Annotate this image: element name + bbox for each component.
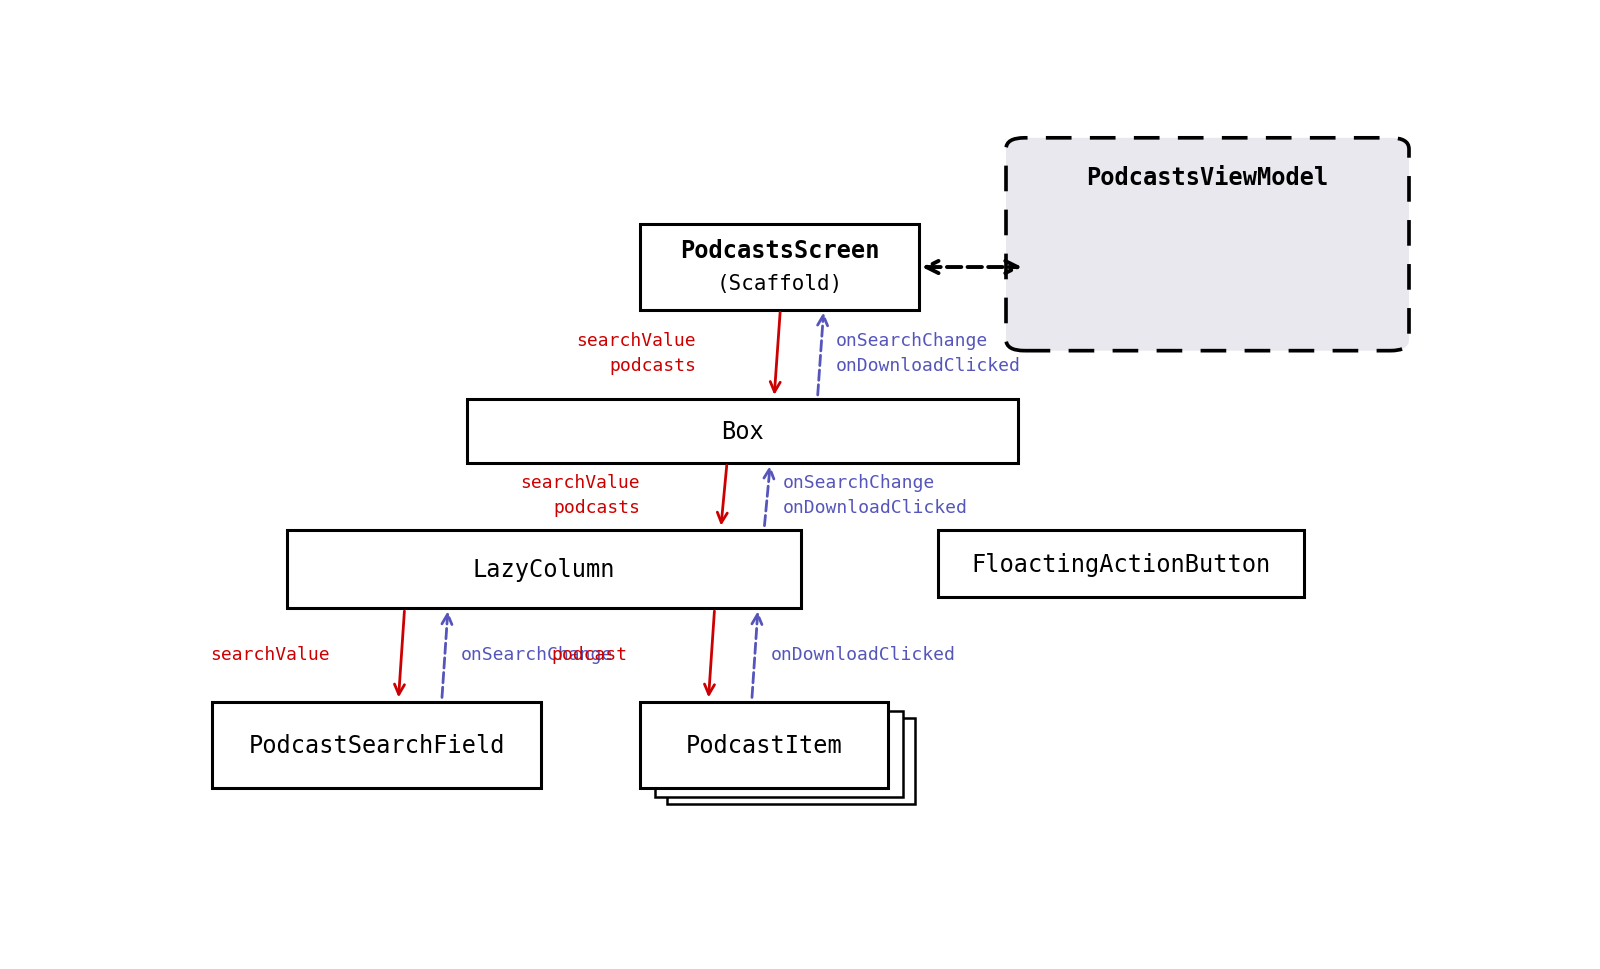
Text: onSearchChange: onSearchChange <box>461 645 613 663</box>
FancyBboxPatch shape <box>467 400 1019 463</box>
Text: onDownloadClicked: onDownloadClicked <box>771 645 955 663</box>
FancyBboxPatch shape <box>938 530 1304 598</box>
Text: searchValue: searchValue <box>210 645 330 663</box>
Text: LazyColumn: LazyColumn <box>474 557 616 581</box>
Text: PodcastsViewModel: PodcastsViewModel <box>1086 167 1328 190</box>
FancyBboxPatch shape <box>667 718 915 804</box>
Text: PodcastItem: PodcastItem <box>686 733 843 757</box>
Text: onSearchChange
onDownloadClicked: onSearchChange onDownloadClicked <box>837 331 1021 374</box>
Text: searchValue
podcasts: searchValue podcasts <box>520 474 640 516</box>
Text: PodcastSearchField: PodcastSearchField <box>248 733 506 757</box>
FancyBboxPatch shape <box>1006 139 1410 352</box>
Text: PodcastsScreen: PodcastsScreen <box>680 239 880 263</box>
FancyBboxPatch shape <box>213 702 541 788</box>
Text: (Scaffold): (Scaffold) <box>717 274 843 294</box>
FancyBboxPatch shape <box>654 711 902 797</box>
Text: podcast: podcast <box>552 645 627 663</box>
Text: FloactingActionButton: FloactingActionButton <box>971 552 1270 576</box>
FancyBboxPatch shape <box>286 530 802 609</box>
FancyBboxPatch shape <box>640 702 888 788</box>
Text: Box: Box <box>722 420 763 444</box>
Text: searchValue
podcasts: searchValue podcasts <box>576 331 696 374</box>
FancyBboxPatch shape <box>640 225 918 310</box>
Text: onSearchChange
onDownloadClicked: onSearchChange onDownloadClicked <box>782 474 968 516</box>
